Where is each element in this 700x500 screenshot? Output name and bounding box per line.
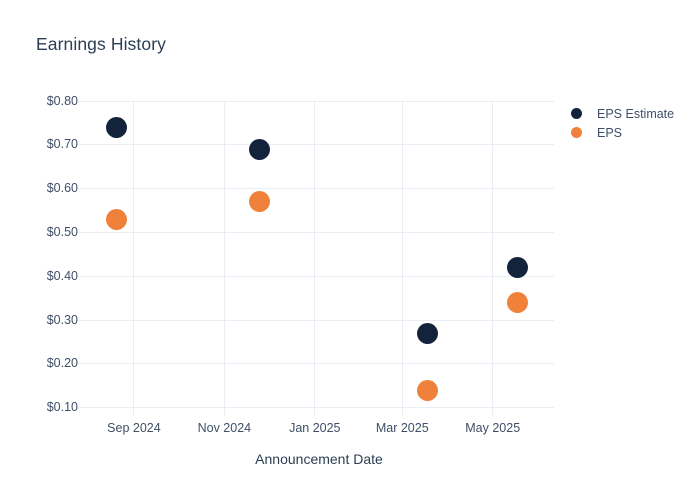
x-gridline bbox=[401, 101, 403, 415]
chart-title: Earnings History bbox=[36, 34, 166, 54]
x-tick-label: Nov 2024 bbox=[197, 420, 252, 435]
x-tick-label: Sep 2024 bbox=[107, 420, 161, 435]
x-gridline bbox=[223, 101, 225, 415]
legend-label: EPS bbox=[597, 125, 623, 140]
data-point-eps-estimate[interactable] bbox=[105, 116, 127, 138]
legend-item-eps-estimate[interactable]: EPS Estimate bbox=[571, 104, 674, 123]
data-point-eps[interactable] bbox=[105, 208, 127, 230]
legend-marker-icon bbox=[571, 127, 582, 138]
y-tick-label: $0.20 bbox=[46, 356, 78, 371]
y-gridline bbox=[78, 319, 554, 321]
y-tick-label: $0.70 bbox=[46, 137, 78, 152]
data-point-eps-estimate[interactable] bbox=[507, 257, 529, 279]
y-gridline bbox=[78, 144, 554, 146]
data-point-eps-estimate[interactable] bbox=[416, 322, 438, 344]
x-tick-label: Mar 2025 bbox=[375, 420, 429, 435]
y-tick-label: $0.40 bbox=[46, 268, 78, 283]
y-tick-label: $0.50 bbox=[46, 224, 78, 239]
x-gridline bbox=[492, 101, 494, 415]
y-gridline bbox=[78, 100, 554, 102]
y-gridline bbox=[78, 188, 554, 190]
legend-item-eps[interactable]: EPS bbox=[571, 123, 674, 142]
x-gridline bbox=[314, 101, 316, 415]
data-point-eps-estimate[interactable] bbox=[249, 138, 271, 160]
data-point-eps[interactable] bbox=[507, 292, 529, 314]
x-tick-label: May 2025 bbox=[465, 420, 521, 435]
y-gridline bbox=[78, 231, 554, 233]
y-tick-label: $0.80 bbox=[46, 93, 78, 108]
data-point-eps[interactable] bbox=[416, 379, 438, 401]
data-point-eps[interactable] bbox=[249, 191, 271, 213]
y-gridline bbox=[78, 407, 554, 409]
y-gridline bbox=[78, 363, 554, 365]
y-gridline bbox=[78, 275, 554, 277]
x-tick-label: Jan 2025 bbox=[289, 420, 341, 435]
y-tick-label: $0.10 bbox=[46, 400, 78, 415]
legend-label: EPS Estimate bbox=[597, 106, 675, 121]
y-tick-label: $0.30 bbox=[46, 312, 78, 327]
legend-marker-icon bbox=[571, 108, 582, 119]
x-axis-title: Announcement Date bbox=[255, 451, 383, 467]
y-tick-label: $0.60 bbox=[46, 181, 78, 196]
legend: EPS Estimate EPS bbox=[571, 104, 674, 142]
x-gridline bbox=[133, 101, 135, 415]
